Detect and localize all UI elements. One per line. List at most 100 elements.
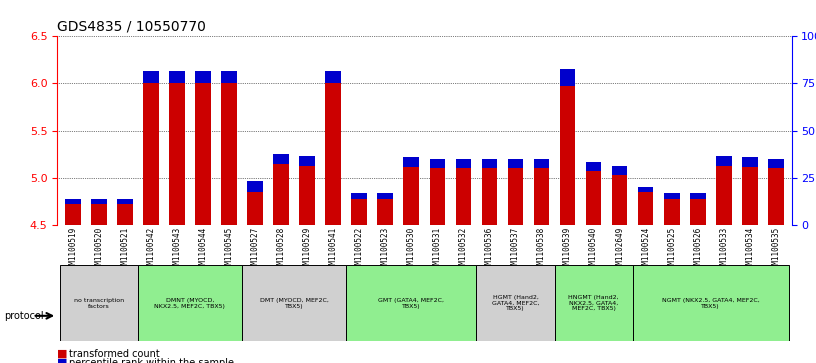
Bar: [378, 193, 393, 199]
FancyBboxPatch shape: [60, 265, 138, 341]
Bar: [664, 193, 680, 199]
Bar: [403, 167, 419, 225]
Text: GSM1100520: GSM1100520: [95, 227, 104, 273]
Text: GMT (GATA4, MEF2C,
TBX5): GMT (GATA4, MEF2C, TBX5): [379, 298, 444, 309]
FancyBboxPatch shape: [632, 265, 789, 341]
Bar: [91, 204, 107, 225]
Text: GSM1100535: GSM1100535: [771, 227, 780, 273]
Text: DMT (MYOCD, MEF2C,
TBX5): DMT (MYOCD, MEF2C, TBX5): [259, 298, 329, 309]
Bar: [534, 159, 549, 168]
Text: GSM1100540: GSM1100540: [589, 227, 598, 273]
FancyBboxPatch shape: [138, 265, 242, 341]
Bar: [481, 168, 497, 225]
Text: GSM1100529: GSM1100529: [303, 227, 312, 273]
Text: GSM1100537: GSM1100537: [511, 227, 520, 273]
Text: GSM1100542: GSM1100542: [146, 227, 155, 273]
Bar: [742, 167, 758, 225]
Text: GSM1100523: GSM1100523: [381, 227, 390, 273]
Text: GSM1100539: GSM1100539: [563, 227, 572, 273]
FancyBboxPatch shape: [242, 265, 346, 341]
Bar: [299, 166, 315, 225]
Bar: [586, 171, 601, 225]
Bar: [586, 162, 601, 171]
FancyBboxPatch shape: [346, 265, 477, 341]
Bar: [508, 168, 523, 225]
Text: GSM1100521: GSM1100521: [120, 227, 129, 273]
Text: no transcription
factors: no transcription factors: [73, 298, 124, 309]
Bar: [768, 159, 783, 168]
Bar: [638, 187, 654, 192]
Bar: [143, 83, 158, 225]
Bar: [716, 156, 732, 166]
Bar: [299, 156, 315, 166]
Bar: [664, 199, 680, 225]
Bar: [429, 168, 446, 225]
Bar: [91, 199, 107, 204]
Bar: [690, 199, 706, 225]
Bar: [273, 154, 289, 164]
Bar: [560, 86, 575, 225]
FancyBboxPatch shape: [555, 265, 632, 341]
Bar: [221, 71, 237, 83]
Bar: [65, 199, 81, 204]
Bar: [378, 199, 393, 225]
Text: GSM1100525: GSM1100525: [667, 227, 676, 273]
Bar: [352, 199, 367, 225]
Bar: [221, 83, 237, 225]
Bar: [455, 159, 471, 168]
Text: transformed count: transformed count: [69, 349, 160, 359]
Text: GSM1100531: GSM1100531: [432, 227, 441, 273]
Bar: [534, 168, 549, 225]
Text: GSM1100524: GSM1100524: [641, 227, 650, 273]
Text: GSM1100522: GSM1100522: [355, 227, 364, 273]
Bar: [65, 204, 81, 225]
Bar: [195, 83, 211, 225]
Text: GSM1100544: GSM1100544: [198, 227, 207, 273]
Bar: [612, 166, 628, 175]
FancyBboxPatch shape: [477, 265, 555, 341]
Bar: [326, 71, 341, 83]
Text: GSM1100519: GSM1100519: [69, 227, 78, 273]
Text: GSM1100541: GSM1100541: [329, 227, 338, 273]
Text: GSM1100538: GSM1100538: [537, 227, 546, 273]
Bar: [117, 204, 133, 225]
Bar: [508, 159, 523, 168]
Text: GSM1100543: GSM1100543: [172, 227, 181, 273]
Text: ■: ■: [57, 358, 68, 363]
Text: NGMT (NKX2.5, GATA4, MEF2C,
TBX5): NGMT (NKX2.5, GATA4, MEF2C, TBX5): [662, 298, 760, 309]
Text: GSM1100532: GSM1100532: [459, 227, 468, 273]
Text: GDS4835 / 10550770: GDS4835 / 10550770: [57, 20, 206, 34]
Text: GSM1100534: GSM1100534: [745, 227, 754, 273]
Bar: [690, 193, 706, 199]
Bar: [429, 159, 446, 168]
Text: GSM1100533: GSM1100533: [720, 227, 729, 273]
Text: ■: ■: [57, 349, 68, 359]
Text: GSM1100536: GSM1100536: [485, 227, 494, 273]
Text: GSM1100545: GSM1100545: [224, 227, 233, 273]
Bar: [247, 181, 263, 192]
Bar: [326, 83, 341, 225]
Bar: [403, 157, 419, 167]
Text: GSM1102649: GSM1102649: [615, 227, 624, 273]
Text: percentile rank within the sample: percentile rank within the sample: [69, 358, 234, 363]
Bar: [247, 192, 263, 225]
Bar: [638, 192, 654, 225]
Bar: [195, 71, 211, 83]
Bar: [352, 193, 367, 199]
Bar: [143, 71, 158, 83]
Text: DMNT (MYOCD,
NKX2.5, MEF2C, TBX5): DMNT (MYOCD, NKX2.5, MEF2C, TBX5): [154, 298, 225, 309]
Bar: [117, 199, 133, 204]
Bar: [273, 164, 289, 225]
Text: GSM1100528: GSM1100528: [277, 227, 286, 273]
Text: HGMT (Hand2,
GATA4, MEF2C,
TBX5): HGMT (Hand2, GATA4, MEF2C, TBX5): [492, 295, 539, 311]
Bar: [560, 69, 575, 86]
Text: GSM1100527: GSM1100527: [251, 227, 259, 273]
Text: GSM1100530: GSM1100530: [407, 227, 416, 273]
Bar: [768, 168, 783, 225]
Bar: [612, 175, 628, 225]
Text: protocol: protocol: [4, 311, 44, 321]
Bar: [169, 83, 184, 225]
Bar: [716, 166, 732, 225]
Text: GSM1100526: GSM1100526: [694, 227, 703, 273]
Bar: [742, 157, 758, 167]
